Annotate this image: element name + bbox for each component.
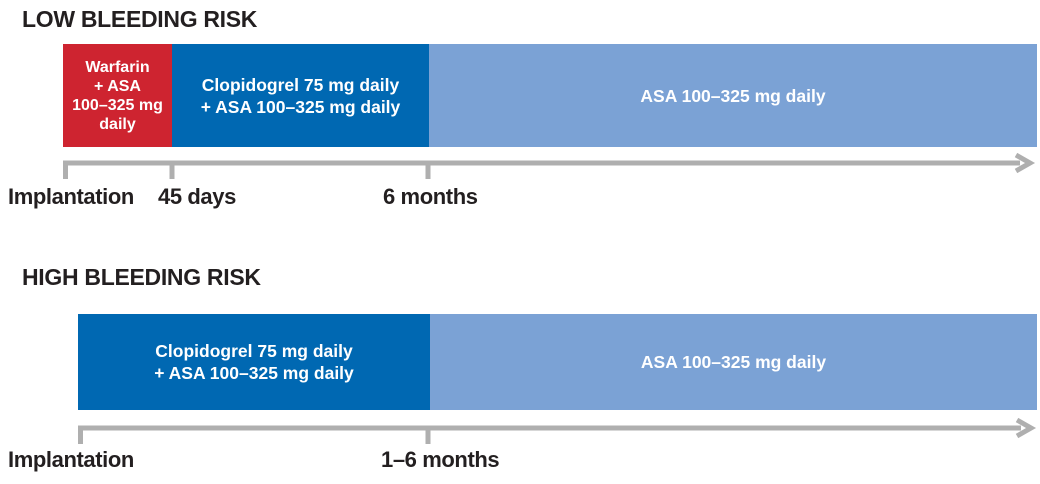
segment-label-line: 100–325 mg <box>72 96 163 114</box>
segment-warfarin-plus-asa: Warfarin + ASA 100–325 mg daily <box>63 44 172 147</box>
label-6-months: 6 months <box>383 184 478 209</box>
segment-label-line: + ASA 100–325 mg daily <box>200 96 401 117</box>
label-45-days: 45 days <box>158 184 236 209</box>
segment-label-line: ASA 100–325 mg daily <box>640 352 827 372</box>
segment-asa-only: ASA 100–325 mg daily <box>429 44 1037 147</box>
segment-label-line: Warfarin <box>85 58 150 76</box>
segment-label-line: + ASA <box>94 77 141 95</box>
label-implantation: Implantation <box>8 184 134 209</box>
label-1-6-months: 1–6 months <box>381 447 500 472</box>
arrowhead-icon <box>1014 152 1036 174</box>
segment-clopidogrel-plus-asa: Clopidogrel 75 mg daily + ASA 100–325 mg… <box>172 44 429 147</box>
segment-label-line: + ASA 100–325 mg daily <box>154 363 354 383</box>
segment-label-line: Clopidogrel 75 mg daily <box>155 341 353 361</box>
therapy-bar-high-risk: Clopidogrel 75 mg daily + ASA 100–325 mg… <box>78 314 1037 410</box>
segment-label-line: daily <box>99 115 136 133</box>
segment-clopidogrel-plus-asa: Clopidogrel 75 mg daily + ASA 100–325 mg… <box>78 314 430 410</box>
segment-label-line: Clopidogrel 75 mg daily <box>201 74 400 95</box>
section-heading-low-bleeding-risk: LOW BLEEDING RISK <box>22 6 258 32</box>
timeline-axis-low-risk <box>63 152 1036 179</box>
label-implantation: Implantation <box>8 447 134 472</box>
timeline-axis-high-risk <box>78 417 1037 444</box>
section-heading-high-bleeding-risk: HIGH BLEEDING RISK <box>22 264 261 290</box>
therapy-bar-low-risk: Warfarin + ASA 100–325 mg daily Clopidog… <box>63 44 1037 147</box>
arrowhead-icon <box>1015 417 1037 439</box>
segment-label-line: ASA 100–325 mg daily <box>640 85 826 106</box>
segment-asa-only: ASA 100–325 mg daily <box>430 314 1037 410</box>
